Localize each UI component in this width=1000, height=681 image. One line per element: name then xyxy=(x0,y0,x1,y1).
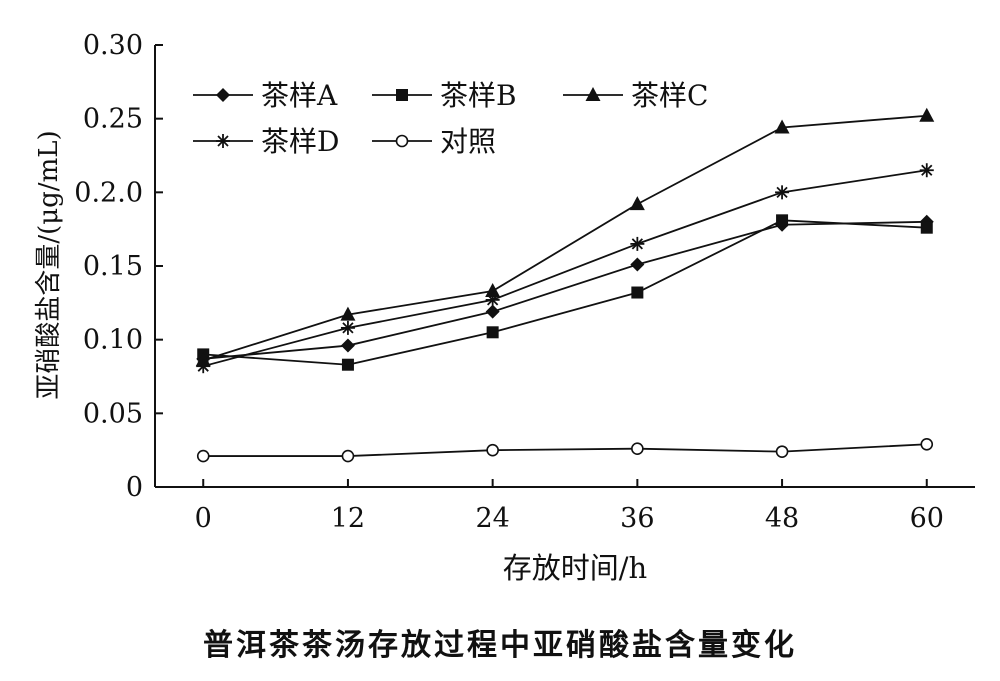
y-tick-label: 0.25 xyxy=(83,104,143,135)
data-point xyxy=(341,358,354,371)
series-line xyxy=(203,219,927,366)
y-tick-label: 0.15 xyxy=(83,251,143,282)
data-point xyxy=(776,214,789,227)
data-point xyxy=(485,283,501,298)
legend-label: 茶样D xyxy=(261,125,339,158)
data-point xyxy=(341,449,355,463)
data-point xyxy=(216,134,230,148)
legend: 茶样A 茶样B 茶样C 茶样D 对照 xyxy=(193,79,708,158)
data-point xyxy=(585,87,601,101)
data-point xyxy=(920,221,933,234)
series-layer xyxy=(195,107,935,463)
series-asterisk xyxy=(196,163,934,374)
legend-label: 茶样C xyxy=(631,79,708,112)
data-point xyxy=(629,196,645,211)
y-axis-label: 亚硝酸盐含量/(μg/mL) xyxy=(34,130,64,399)
x-tick-label: 12 xyxy=(331,503,365,534)
data-point xyxy=(340,320,355,335)
legend-label: 茶样A xyxy=(261,79,338,112)
series-line xyxy=(203,443,927,457)
y-tick-label: 0.05 xyxy=(83,398,143,429)
legend-item: 茶样B xyxy=(372,79,517,112)
legend-item: 茶样C xyxy=(563,79,708,112)
x-tick-label: 60 xyxy=(910,503,944,534)
data-point xyxy=(486,326,499,339)
data-point xyxy=(485,292,500,307)
data-point xyxy=(485,304,500,319)
data-point xyxy=(630,257,645,272)
data-point xyxy=(196,449,210,463)
x-tick-label: 24 xyxy=(475,503,509,534)
series-circle xyxy=(196,437,934,463)
legend-item: 茶样D xyxy=(193,125,339,158)
axes: 0 0.05 0.10 0.15 0.2.0 0.25 0.30 0 12 24 36 48 60 xyxy=(74,30,975,534)
data-point xyxy=(775,445,789,458)
data-point xyxy=(486,443,499,457)
legend-label: 茶样B xyxy=(440,79,517,112)
data-point xyxy=(340,338,355,353)
data-point xyxy=(919,163,934,178)
data-point xyxy=(631,442,644,455)
y-tick-label: 0 xyxy=(126,472,143,503)
x-tick-label: 36 xyxy=(620,503,654,534)
y-tick-label: 0.30 xyxy=(83,30,143,61)
y-tick-label: 0.10 xyxy=(83,325,143,356)
data-point xyxy=(631,286,644,299)
data-point xyxy=(774,119,790,134)
data-point xyxy=(630,236,645,251)
legend-label: 对照 xyxy=(440,125,496,158)
series-line xyxy=(202,114,927,362)
x-tick-label: 48 xyxy=(765,503,799,534)
x-axis-label: 存放时间/h xyxy=(503,551,647,585)
data-point xyxy=(395,134,409,148)
data-point xyxy=(920,437,934,451)
line-chart: 0 0.05 0.10 0.15 0.2.0 0.25 0.30 0 12 24 36 48 60 茶样… xyxy=(34,30,975,585)
series-square xyxy=(197,214,933,371)
data-point xyxy=(775,185,790,200)
series-diamond xyxy=(196,214,934,366)
legend-item: 对照 xyxy=(372,125,496,158)
data-point xyxy=(196,359,211,374)
legend-item: 茶样A xyxy=(193,79,338,112)
y-tick-label: 0.2.0 xyxy=(74,177,143,208)
x-tick-label: 0 xyxy=(195,503,212,534)
series-line xyxy=(203,169,927,368)
data-point xyxy=(919,107,935,122)
data-point xyxy=(396,89,408,101)
series-line xyxy=(203,220,927,360)
data-point xyxy=(340,306,356,321)
data-point xyxy=(216,88,230,102)
figure-caption: 普洱茶茶汤存放过程中亚硝酸盐含量变化 xyxy=(203,628,797,663)
